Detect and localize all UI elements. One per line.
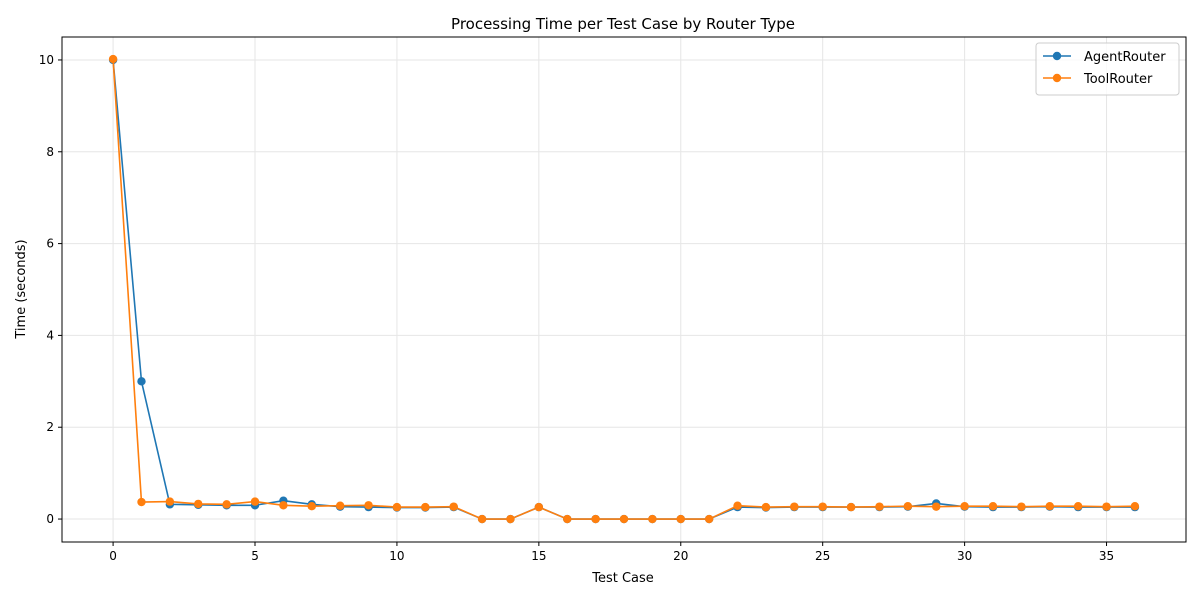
y-tick-label: 6	[46, 237, 54, 251]
data-point-toolrouter	[619, 514, 629, 524]
data-point-toolrouter	[250, 497, 260, 506]
series-layer	[108, 54, 1140, 524]
data-point-toolrouter	[1017, 502, 1026, 511]
data-point-toolrouter	[846, 502, 856, 512]
legend-item-toolrouter: ToolRouter	[1043, 72, 1153, 87]
data-point-toolrouter	[392, 502, 402, 512]
data-point-toolrouter	[704, 514, 714, 524]
plot-frame	[61, 36, 1187, 543]
x-tick-label: 10	[389, 549, 404, 563]
data-point-agentrouter	[137, 377, 146, 386]
data-point-toolrouter	[279, 501, 288, 510]
x-tick-label: 0	[109, 549, 117, 563]
data-point-toolrouter	[108, 54, 118, 64]
y-tick-label: 2	[46, 420, 54, 434]
data-point-toolrouter	[335, 501, 345, 510]
legend-swatch-marker	[1052, 73, 1062, 83]
series-line-toolrouter	[112, 58, 1135, 520]
y-tick-label: 8	[46, 145, 54, 159]
data-point-toolrouter	[988, 501, 998, 511]
data-point-toolrouter	[790, 502, 799, 511]
legend-item-agentrouter: AgentRouter	[1043, 50, 1166, 65]
legend-label: AgentRouter	[1084, 50, 1166, 65]
y-axis-label: Time (seconds)	[14, 239, 29, 339]
data-point-toolrouter	[194, 499, 203, 509]
y-tick-label: 10	[39, 53, 54, 67]
data-point-toolrouter	[648, 514, 657, 524]
y-axis-ticks: 0 2 4 6 8 10	[39, 53, 62, 526]
data-point-toolrouter	[364, 501, 373, 510]
data-point-toolrouter	[137, 497, 146, 507]
data-point-toolrouter	[506, 514, 515, 524]
y-tick-label: 0	[46, 512, 54, 526]
x-tick-label: 30	[957, 549, 972, 563]
x-tick-label: 25	[815, 549, 830, 563]
data-point-toolrouter	[1045, 501, 1054, 511]
data-point-toolrouter	[761, 502, 771, 512]
legend-label: ToolRouter	[1083, 72, 1153, 87]
data-point-toolrouter	[960, 501, 969, 511]
data-point-toolrouter	[1130, 501, 1140, 511]
series-toolrouter	[108, 54, 1140, 524]
y-tick-label: 4	[46, 328, 54, 342]
series-agentrouter	[108, 55, 1140, 524]
x-tick-label: 35	[1099, 549, 1114, 563]
data-point-toolrouter	[307, 501, 316, 511]
data-point-toolrouter	[591, 514, 600, 524]
x-tick-label: 20	[673, 549, 688, 563]
data-point-toolrouter	[932, 502, 941, 511]
x-tick-label: 5	[251, 549, 259, 563]
x-axis-ticks: 0 5 10 15 20 25 30 35	[109, 542, 1114, 563]
data-point-toolrouter	[449, 502, 458, 511]
data-point-toolrouter	[477, 514, 487, 524]
data-point-toolrouter	[222, 500, 231, 509]
data-point-toolrouter	[534, 502, 544, 512]
data-point-toolrouter	[818, 502, 827, 511]
grid-lines	[62, 37, 1186, 542]
legend-box	[1035, 42, 1180, 96]
data-point-toolrouter	[1102, 502, 1111, 511]
data-point-toolrouter	[421, 502, 430, 512]
x-tick-label: 15	[531, 549, 546, 563]
data-point-toolrouter	[165, 497, 175, 506]
data-point-toolrouter	[1073, 501, 1083, 511]
data-point-toolrouter	[733, 501, 742, 510]
legend-swatch-marker	[1052, 51, 1062, 61]
x-axis-label: Test Case	[591, 571, 654, 586]
data-point-toolrouter	[903, 501, 913, 511]
data-point-toolrouter	[563, 514, 572, 524]
legend: AgentRouter ToolRouter	[1035, 42, 1180, 96]
series-line-agentrouter	[112, 59, 1135, 520]
data-point-toolrouter	[875, 502, 884, 511]
chart-title: Processing Time per Test Case by Router …	[451, 15, 795, 33]
data-point-toolrouter	[676, 514, 685, 524]
